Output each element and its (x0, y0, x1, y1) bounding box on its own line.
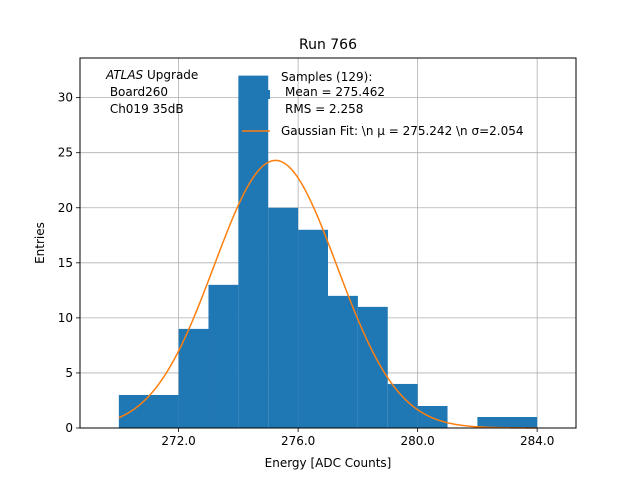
atlas-italic: ATLAS (105, 68, 144, 82)
histogram-bar (298, 229, 328, 428)
y-tick-label: 0 (65, 421, 73, 435)
y-axis-label: Entries (33, 222, 47, 264)
histogram-bar (118, 394, 179, 428)
histogram-bar (417, 405, 448, 428)
histogram-bar (238, 75, 269, 428)
histogram-bar (208, 284, 239, 428)
y-tick-label: 10 (58, 311, 73, 325)
x-tick-label: 276.0 (281, 434, 315, 448)
y-axis-ticks: 0 5 10 15 20 25 30 (58, 91, 80, 435)
atlas-annotation: ATLAS Upgrade Board260 Ch019 35dB (105, 68, 198, 116)
legend-samples-swatch (242, 90, 270, 99)
axes-frame (79, 57, 577, 429)
y-tick-label: 30 (58, 91, 73, 105)
legend-fit-label: Gaussian Fit: \n μ = 275.242 \n σ=2.054 (281, 124, 524, 138)
y-tick-label: 20 (58, 201, 73, 215)
legend-samples-line-3: RMS = 2.258 (285, 102, 363, 116)
histogram-bar (178, 328, 209, 428)
atlas-upgrade: Upgrade (143, 68, 198, 82)
legend: Samples (129): Mean = 275.462 RMS = 2.25… (242, 70, 524, 138)
y-tick-label: 15 (58, 256, 73, 270)
legend-samples-line-1: Samples (129): (281, 70, 372, 84)
channel-label: Ch019 35dB (106, 102, 184, 116)
gaussian-fit-curve (118, 159, 538, 429)
histogram-bar (268, 207, 299, 428)
histogram-bar (357, 306, 388, 428)
x-tick-label: 280.0 (400, 434, 434, 448)
atlas-line-1: ATLAS Upgrade (105, 68, 198, 82)
histogram-bars (118, 75, 538, 428)
x-tick-label: 272.0 (161, 434, 195, 448)
legend-samples-line-2: Mean = 275.462 (285, 85, 385, 99)
x-axis-label: Energy [ADC Counts] (265, 456, 392, 470)
histogram-bar (477, 416, 538, 428)
chart-title: Run 766 (299, 37, 357, 53)
x-tick-label: 284.0 (520, 434, 554, 448)
y-tick-label: 25 (58, 146, 73, 160)
board-label: Board260 (106, 85, 168, 99)
y-tick-label: 5 (65, 366, 73, 380)
gaussian-fit (118, 159, 538, 429)
histogram-bar (328, 295, 358, 428)
x-axis-ticks: 272.0 276.0 280.0 284.0 (161, 428, 554, 448)
